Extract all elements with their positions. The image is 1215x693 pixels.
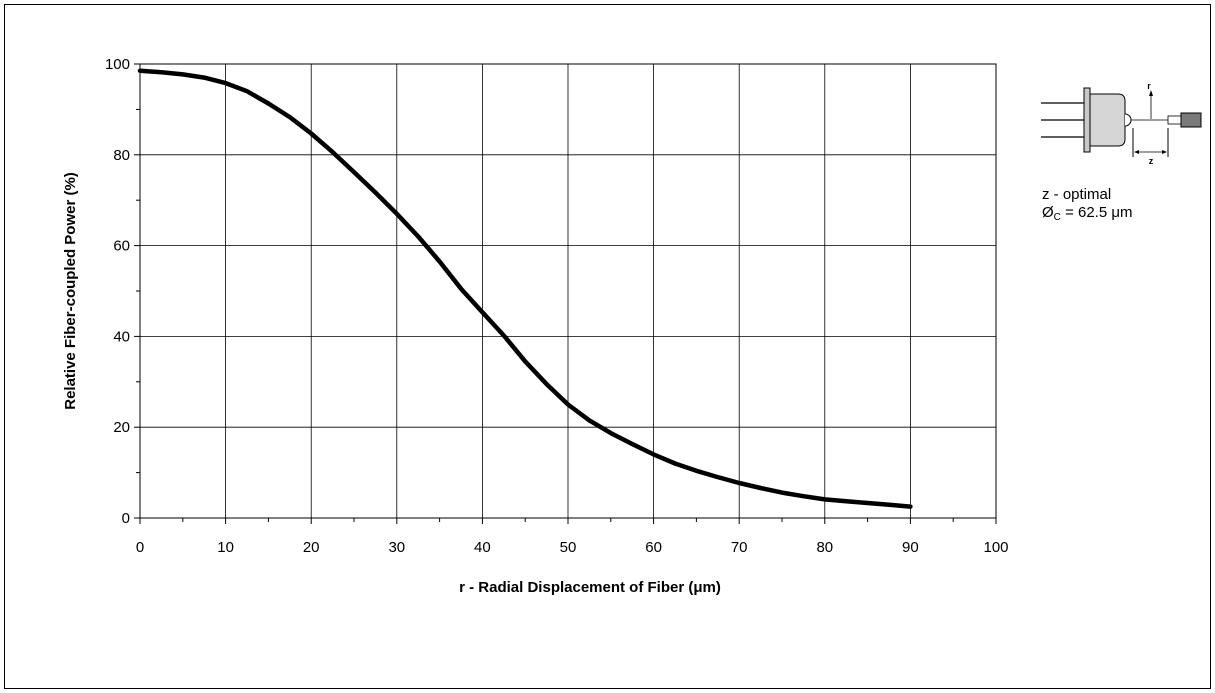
x-tick-label: 40	[474, 539, 491, 556]
series-line	[137, 68, 913, 509]
y-tick-label: 60	[113, 238, 130, 255]
core-diameter-value: = 62.5 μm	[1060, 204, 1133, 221]
axis-ticks	[134, 63, 997, 524]
x-tick-label: 10	[217, 539, 234, 556]
grid	[140, 64, 996, 518]
inset-note-z: z - optimal	[1042, 186, 1112, 203]
inset-note-core-diameter: ØC = 62.5 μm	[1042, 204, 1133, 227]
x-tick-label: 90	[902, 539, 919, 556]
inset-label-r: r	[1147, 81, 1151, 91]
figure-frame	[4, 4, 1211, 689]
x-tick-label: 100	[983, 539, 1008, 556]
x-axis-title: r - Radial Displacement of Fiber (μm)	[459, 579, 721, 596]
inset-label-z: z	[1149, 156, 1154, 166]
x-tick-label: 20	[303, 539, 320, 556]
y-tick-label: 100	[105, 56, 130, 73]
x-tick-label: 60	[645, 539, 662, 556]
x-tick-label: 30	[388, 539, 405, 556]
core-diameter-subscript: C	[1053, 212, 1061, 223]
core-diameter-symbol: Ø	[1042, 204, 1054, 221]
y-axis-title: Relative Fiber-coupled Power (%)	[62, 172, 79, 410]
y-tick-labels: 0 20 40 60 80 100	[105, 56, 130, 527]
y-tick-label: 20	[113, 419, 130, 436]
x-tick-label: 70	[731, 539, 748, 556]
x-tick-label: 50	[560, 539, 577, 556]
x-tick-label: 0	[136, 539, 144, 556]
y-tick-label: 80	[113, 147, 130, 164]
coupling-diagram: r z	[1041, 81, 1202, 166]
y-tick-label: 40	[113, 328, 130, 345]
x-tick-labels: 0 10 20 30 40 50 60 70 80 90 100	[136, 539, 1009, 556]
x-tick-label: 80	[816, 539, 833, 556]
y-tick-label: 0	[122, 510, 130, 527]
